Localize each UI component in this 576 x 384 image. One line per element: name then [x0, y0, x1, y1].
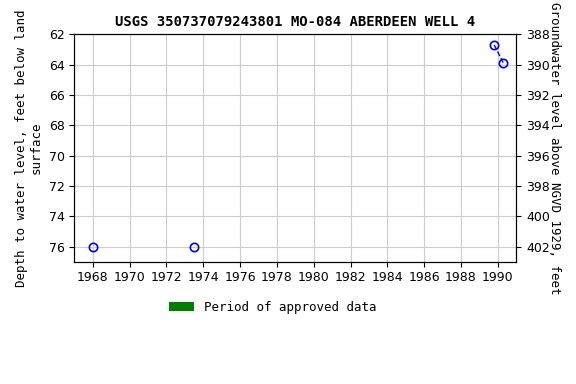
Y-axis label: Depth to water level, feet below land
surface: Depth to water level, feet below land su…: [15, 9, 43, 287]
Title: USGS 350737079243801 MO-084 ABERDEEN WELL 4: USGS 350737079243801 MO-084 ABERDEEN WEL…: [115, 15, 475, 29]
Legend: Period of approved data: Period of approved data: [164, 296, 382, 319]
Y-axis label: Groundwater level above NGVD 1929, feet: Groundwater level above NGVD 1929, feet: [548, 2, 561, 294]
